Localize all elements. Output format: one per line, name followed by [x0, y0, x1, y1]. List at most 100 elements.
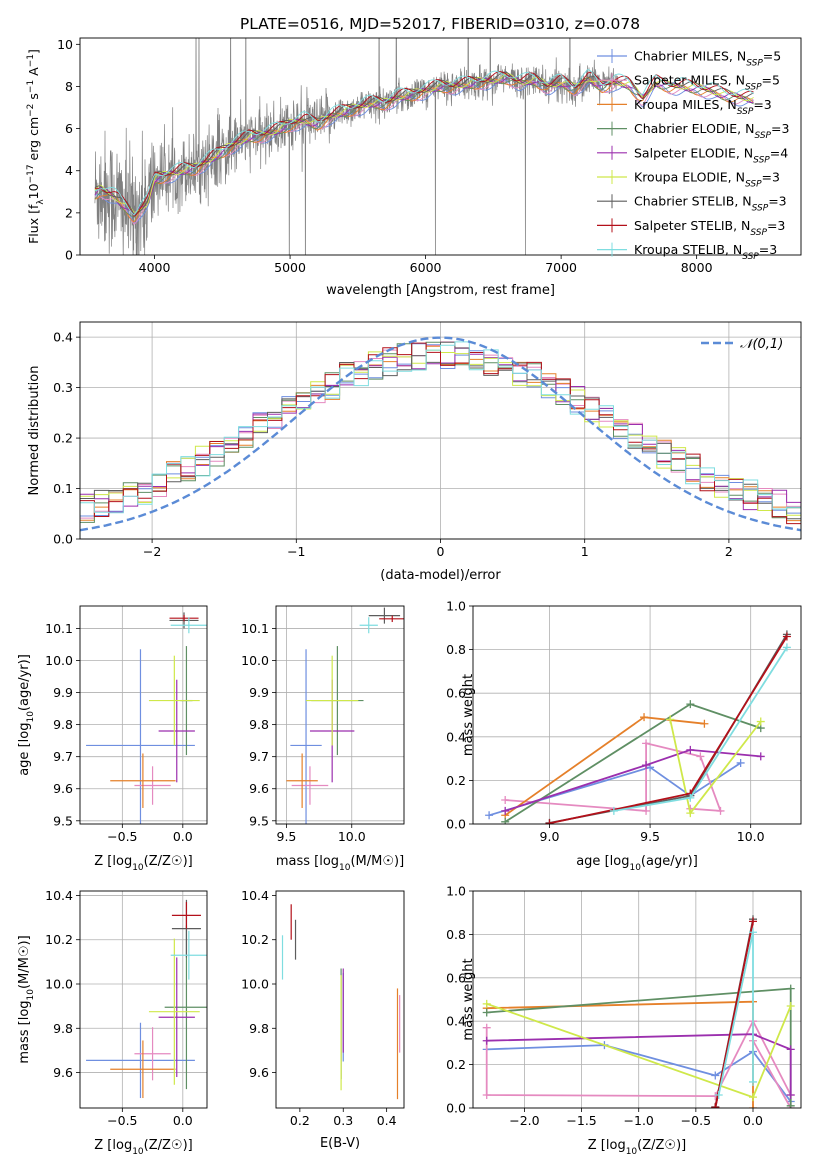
weight-marker-4 — [786, 1045, 795, 1054]
y-label-part: −1 — [26, 80, 36, 93]
label-sub: 10 — [26, 989, 36, 1001]
y-axis-label: Flux [fλ10−17 erg cm−2 s−1 A−1] — [26, 49, 46, 244]
mass-vs-metallicity-panel: −0.5 0.09.69.810.010.210.4Z [log10(Z/Z☉)]… — [17, 888, 208, 1157]
y-tick-label: 9.9 — [53, 685, 73, 700]
weight-marker-5 — [756, 717, 765, 726]
y-label-part: λ — [36, 199, 46, 205]
weight-marker-2 — [749, 1104, 757, 1108]
legend-name: Kroupa ELODIE, N — [634, 170, 745, 185]
weight-marker-8 — [714, 1090, 723, 1099]
histogram-8 — [80, 341, 801, 539]
plot-area — [86, 612, 207, 824]
legend-sub: SSP — [745, 180, 762, 190]
label-part: (Z/Z☉)] — [637, 1138, 686, 1153]
y-tick-label: 0.4 — [446, 729, 466, 744]
weight-vs-metallicity-panel: −2.0 −1.5 −1.0 −0.5 0.0 0.0 0.2 0.4 0.6 0.8 1.0 Z [… — [446, 884, 802, 1157]
y-tick-label: 10 — [57, 37, 73, 52]
legend-count: =3 — [768, 194, 786, 209]
axes-frame — [472, 890, 802, 1109]
weight-marker-1 — [501, 796, 510, 805]
y-tick-label: 10.2 — [241, 932, 269, 947]
weight-marker-7 — [545, 819, 554, 824]
y-tick-label: 6 — [65, 121, 73, 136]
weight-marker-3 — [501, 817, 510, 824]
weight-line-4 — [504, 748, 761, 812]
x-tick-label: 0.0 — [173, 829, 193, 844]
y-tick-label: 0.6 — [446, 970, 466, 985]
x-tick-label: 0.4 — [377, 1113, 397, 1128]
model-spectrum-0 — [94, 79, 754, 224]
weight-marker-1 — [716, 806, 725, 815]
figure-title: PLATE=0516, MJD=52017, FIBERID=0310, z=0… — [240, 15, 640, 33]
x-axis-label: (data-model)/error — [380, 568, 501, 583]
weight-marker-4 — [786, 1090, 795, 1099]
label-part: Z [log — [588, 1138, 626, 1153]
model-spectrum-8 — [94, 69, 754, 216]
weight-marker-5 — [482, 999, 491, 1008]
x-tick-label: 0.0 — [173, 1113, 193, 1128]
label-part: (M/M☉)] — [350, 854, 404, 869]
legend-name: Chabrier STELIB, N — [634, 194, 752, 209]
spectrum-panel: 4000 5000 6000 7000 8000 0 2 4 6 8 10 wavelength [A… — [26, 37, 802, 298]
x-axis-label: wavelength [Angstrom, rest frame] — [326, 283, 555, 298]
y-label-part: −1 — [26, 54, 36, 67]
x-tick-label: −2.0 — [509, 1113, 539, 1128]
model-spectrum-1 — [94, 78, 754, 225]
y-tick-label: 1.0 — [446, 599, 466, 614]
x-tick-label: −0.5 — [107, 1113, 137, 1128]
legend-name: Kroupa STELIB, N — [634, 242, 742, 257]
x-tick-label: 5000 — [274, 260, 306, 275]
label-part: mass [log — [17, 1000, 32, 1063]
legend-count: =5 — [763, 49, 781, 64]
weight-marker-4 — [756, 752, 765, 761]
weight-marker-3 — [482, 1008, 491, 1017]
weight-marker-2 — [640, 713, 649, 722]
weight-marker-4 — [642, 761, 651, 770]
weight-marker-2 — [700, 719, 709, 728]
weight-marker-8 — [749, 928, 757, 937]
y-tick-label: 0.1 — [53, 481, 73, 496]
x-tick-label: 0.0 — [743, 1113, 763, 1128]
weight-marker-7 — [749, 917, 757, 926]
label-part: (age/yr)] — [17, 654, 32, 711]
y-tick-label: 10.0 — [45, 977, 73, 992]
x-tick-label: 7000 — [545, 260, 577, 275]
weight-line-8 — [717, 932, 754, 1096]
x-tick-label: 0.2 — [290, 1113, 310, 1128]
y-tick-label: 10.4 — [45, 888, 73, 903]
y-tick-label: 10.0 — [241, 977, 269, 992]
weight-marker-0 — [485, 811, 494, 820]
axes-frame — [275, 890, 405, 1109]
y-label-part: ] — [26, 49, 41, 54]
legend-label-7: Salpeter STELIB, NSSP=3 — [634, 218, 785, 238]
y-tick-label: 1.0 — [446, 884, 466, 899]
weight-marker-8 — [609, 806, 618, 815]
legend-sub: SSP — [742, 252, 759, 262]
label-sub: 10 — [339, 863, 351, 873]
weight-marker-5 — [786, 1002, 795, 1011]
y-tick-label: 9.6 — [53, 781, 73, 796]
x-axis-label: Z [log10(Z/Z☉)] — [94, 854, 192, 873]
legend-count: =3 — [762, 170, 780, 185]
x-tick-label: 8000 — [681, 260, 713, 275]
plot-area — [485, 630, 791, 824]
label-sub: 10 — [26, 711, 36, 723]
label-sub: 10 — [626, 1147, 638, 1157]
legend-sub: SSP — [750, 228, 767, 238]
model-spectrum-6 — [94, 71, 754, 215]
x-tick-label: 9.5 — [277, 829, 297, 844]
weight-marker-4 — [501, 806, 510, 815]
y-tick-label: 9.8 — [53, 1021, 73, 1036]
y-tick-label: 2 — [65, 205, 73, 220]
x-tick-label: 6000 — [410, 260, 442, 275]
y-axis-label: age [log10(age/yr)] — [17, 654, 36, 776]
plot-area — [286, 607, 404, 824]
weight-marker-4 — [686, 745, 695, 754]
axes-frame — [79, 37, 802, 256]
x-tick-label: −1 — [287, 544, 305, 559]
plot-area — [86, 899, 207, 1099]
x-tick-label: 0 — [437, 544, 445, 559]
y-tick-label: 9.7 — [249, 749, 269, 764]
weight-marker-5 — [749, 1093, 757, 1102]
